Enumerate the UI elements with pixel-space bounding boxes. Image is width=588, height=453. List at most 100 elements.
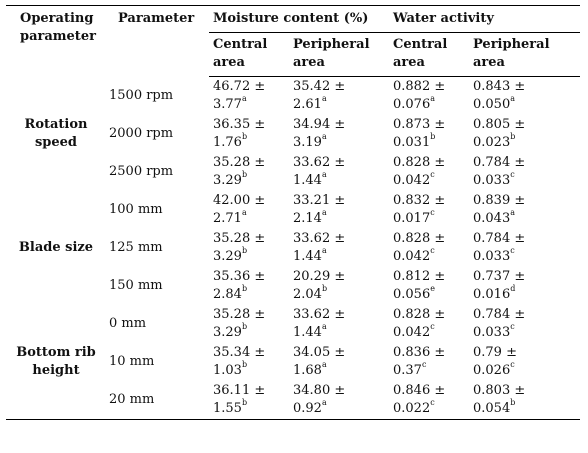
parameter-value: 1500 rpm (109, 87, 174, 103)
header-moisture-label: Moisture content (%) (213, 11, 369, 26)
value-cell-aw-p: 0.843 ±0.050a (469, 77, 580, 115)
table-row: 20 mm 36.11 ±1.55b 34.80 ±0.92a 0.846 ±0.02… (6, 380, 581, 420)
sd-value: 3.29 (213, 324, 242, 340)
mean-value: 34.94 ± (293, 116, 346, 132)
parameter-cell: 100 mm (106, 191, 209, 229)
mean-value: 35.28 ± (213, 230, 266, 246)
value-cell-mc-p: 20.29 ±2.04b (289, 267, 389, 305)
header-operating-line2: parameter (20, 29, 96, 44)
mean-value: 0.79 ± (473, 344, 517, 360)
sd-value: 2.71 (213, 210, 242, 226)
sd-value: 1.44 (293, 248, 322, 264)
group-label-line: Bottom rib (16, 344, 96, 360)
sd-line: 0.033c (473, 323, 580, 342)
sd-line: 0.026c (473, 361, 580, 380)
sd-line: 3.29b (213, 323, 289, 342)
parameter-value: 2000 rpm (109, 125, 174, 141)
sd-line: 0.033c (473, 171, 580, 190)
sd-value: 0.042 (393, 248, 431, 264)
subheader-aw-central-l1: Central (393, 37, 448, 52)
sd-line: 0.031b (393, 133, 469, 152)
sd-line: 3.29b (213, 170, 289, 190)
value-cell-mc-c: 46.72 ±3.77a (209, 77, 289, 115)
sd-value: 0.023 (473, 134, 511, 150)
table-row: Bottom rib height 0 mm 35.28 ±3.29b 33.62 ±1… (6, 304, 580, 420)
mean-value: 0.882 ± (393, 78, 446, 94)
table-row: 10 mm 35.34 ±1.03b 34.05 ±1.68a 0.836 ±0.37… (6, 343, 580, 381)
header-operating-parameter: Operating parameter (6, 5, 106, 77)
value-cell-aw-p: 0.784 ±0.033c (469, 229, 580, 267)
group-label-line: Rotation (24, 116, 88, 132)
mean-value: 35.28 ± (213, 154, 266, 170)
mean-value: 34.80 ± (293, 382, 346, 398)
sd-value: 0.033 (473, 248, 511, 264)
significance-letter: c (430, 208, 435, 218)
significance-letter: a (321, 208, 327, 218)
mean-value: 0.828 ± (393, 230, 446, 246)
header-water-activity: Water activity (389, 5, 581, 33)
sd-value: 0.050 (473, 96, 511, 112)
group-label-line: height (32, 362, 80, 378)
value-cell-mc-p: 34.05 ±1.68a (289, 343, 389, 381)
sd-line: 3.19a (293, 133, 389, 152)
significance-letter: e (430, 284, 435, 294)
sd-value: 0.076 (393, 96, 431, 112)
table-row: Rotation speed 1500 rpm 46.72 ±3.77a 35.42 ±… (6, 77, 580, 150)
subheader-aw-central-l2: area (393, 55, 425, 70)
sd-line: 0.043a (473, 209, 580, 228)
sd-value: 0.026 (473, 362, 511, 378)
sd-line: 1.68a (293, 360, 389, 380)
mean-value: 0.839 ± (473, 192, 526, 208)
value-cell-aw-c: 0.828 ± 0.042c (389, 229, 469, 267)
sd-value: 0.022 (393, 400, 431, 416)
significance-letter: b (241, 246, 248, 256)
mean-value: 35.36 ± (213, 268, 266, 284)
mean-value: 0.784 ± (473, 154, 526, 170)
header-moisture-content: Moisture content (%) (209, 5, 389, 33)
group-label: Blade size (6, 191, 106, 305)
sd-value: 0.017 (393, 210, 431, 226)
sd-line: 1.76b (213, 133, 289, 152)
significance-letter: b (241, 170, 248, 180)
parameter-value: 150 mm (109, 277, 163, 293)
subheader-aw-central: Central area (389, 32, 469, 77)
sd-line: 0.076a (393, 95, 469, 114)
significance-letter: a (321, 360, 327, 370)
sd-line: 1.44a (293, 171, 389, 190)
significance-letter: b (510, 132, 516, 142)
sd-line: 0.056e (393, 284, 469, 304)
subheader-mc-peripheral: Peripheral area (289, 32, 389, 77)
header-operating-line1: Operating (20, 11, 94, 26)
significance-letter: b (321, 284, 328, 294)
table-row: 2500 rpm 35.28 ±3.29b 33.62 ±1.44a 0.828 ±0… (6, 153, 580, 191)
mean-value: 36.35 ± (213, 116, 266, 132)
sd-line: 3.77a (213, 95, 289, 114)
value-cell-aw-c: 0.812 ±0.056e (389, 267, 469, 305)
significance-letter: c (430, 246, 435, 256)
significance-letter: b (510, 398, 516, 408)
sd-line: 0.92a (293, 398, 389, 418)
mean-value: 33.62 ± (293, 306, 346, 322)
significance-letter: a (321, 398, 327, 408)
subheader-aw-peripheral-l2: area (473, 55, 505, 70)
parameter-cell: 2500 rpm (106, 153, 209, 191)
sd-line: 0.023b (473, 132, 580, 152)
sd-value: 1.55 (213, 400, 242, 416)
mean-value: 0.737 ± (473, 268, 526, 284)
sd-value: 0.056 (393, 286, 431, 302)
sd-value: 0.92 (293, 400, 322, 416)
significance-letter: b (241, 284, 248, 294)
sd-value: 2.04 (293, 286, 322, 302)
sd-line: 0.016d (473, 285, 580, 304)
header-parameter-label: Parameter (118, 11, 195, 26)
group-label: Rotation speed (6, 77, 106, 191)
mean-value: 33.62 ± (293, 154, 346, 170)
value-cell-aw-p: 0.803 ±0.054b (469, 380, 581, 420)
sd-line: 2.84b (213, 284, 289, 304)
value-cell-aw-p: 0.805 ±0.023b (469, 115, 580, 153)
value-cell-mc-c: 35.34 ±1.03b (209, 343, 289, 381)
parameter-value: 20 mm (109, 391, 155, 407)
value-cell-mc-p: 34.80 ±0.92a (289, 380, 389, 420)
value-cell-mc-c: 35.28 ±3.29b (209, 229, 289, 267)
